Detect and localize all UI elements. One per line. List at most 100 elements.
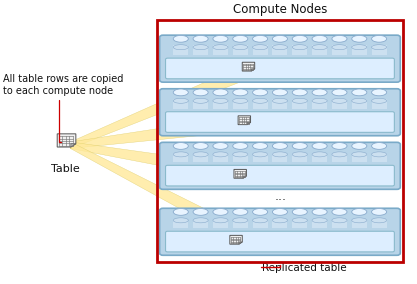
FancyBboxPatch shape (233, 45, 248, 55)
Polygon shape (57, 134, 76, 147)
FancyBboxPatch shape (292, 218, 307, 228)
Ellipse shape (332, 45, 347, 50)
Ellipse shape (352, 89, 367, 96)
Ellipse shape (312, 45, 327, 50)
FancyBboxPatch shape (352, 218, 367, 228)
Ellipse shape (193, 152, 208, 157)
Ellipse shape (253, 152, 268, 157)
Ellipse shape (213, 152, 228, 157)
Ellipse shape (173, 98, 188, 103)
Ellipse shape (312, 98, 327, 103)
FancyBboxPatch shape (166, 58, 394, 79)
Ellipse shape (272, 89, 287, 96)
Polygon shape (71, 144, 76, 147)
FancyBboxPatch shape (332, 153, 347, 162)
Ellipse shape (352, 208, 367, 215)
Ellipse shape (253, 98, 268, 103)
Ellipse shape (233, 36, 248, 42)
FancyBboxPatch shape (292, 153, 307, 162)
FancyBboxPatch shape (213, 99, 228, 109)
FancyBboxPatch shape (352, 99, 367, 109)
FancyBboxPatch shape (352, 45, 367, 55)
Ellipse shape (193, 208, 208, 215)
Ellipse shape (272, 98, 287, 103)
Ellipse shape (173, 218, 188, 223)
FancyBboxPatch shape (193, 153, 208, 162)
Text: Table: Table (51, 164, 80, 174)
FancyBboxPatch shape (372, 45, 387, 55)
FancyBboxPatch shape (173, 153, 188, 162)
Polygon shape (70, 142, 254, 250)
Ellipse shape (292, 218, 307, 223)
Ellipse shape (173, 89, 188, 96)
Ellipse shape (332, 218, 347, 223)
Ellipse shape (193, 98, 208, 103)
FancyBboxPatch shape (233, 99, 248, 109)
Ellipse shape (213, 208, 228, 215)
Ellipse shape (173, 143, 188, 149)
FancyBboxPatch shape (213, 45, 228, 55)
Ellipse shape (173, 152, 188, 157)
Ellipse shape (233, 152, 248, 157)
Polygon shape (230, 235, 242, 244)
FancyBboxPatch shape (372, 218, 387, 228)
Ellipse shape (193, 45, 208, 50)
Ellipse shape (253, 143, 268, 149)
Ellipse shape (292, 152, 307, 157)
Text: All table rows are copied
to each compute node: All table rows are copied to each comput… (3, 74, 124, 96)
Ellipse shape (213, 98, 228, 103)
Ellipse shape (253, 218, 268, 223)
FancyBboxPatch shape (233, 218, 248, 228)
FancyBboxPatch shape (332, 218, 347, 228)
Ellipse shape (233, 45, 248, 50)
Ellipse shape (352, 143, 367, 149)
Polygon shape (242, 62, 255, 71)
Ellipse shape (233, 208, 248, 215)
FancyBboxPatch shape (173, 218, 188, 228)
FancyBboxPatch shape (272, 99, 287, 109)
FancyBboxPatch shape (272, 153, 287, 162)
Ellipse shape (312, 218, 327, 223)
FancyBboxPatch shape (272, 218, 287, 228)
Ellipse shape (332, 208, 347, 215)
FancyBboxPatch shape (312, 99, 327, 109)
FancyBboxPatch shape (292, 45, 307, 55)
Ellipse shape (312, 143, 327, 149)
Ellipse shape (173, 36, 188, 42)
Ellipse shape (332, 152, 347, 157)
FancyBboxPatch shape (160, 89, 400, 136)
FancyBboxPatch shape (332, 45, 347, 55)
Ellipse shape (372, 152, 387, 157)
Ellipse shape (332, 89, 347, 96)
FancyBboxPatch shape (193, 218, 208, 228)
Ellipse shape (292, 98, 307, 103)
Ellipse shape (233, 98, 248, 103)
Ellipse shape (233, 218, 248, 223)
Polygon shape (251, 69, 255, 71)
Ellipse shape (233, 89, 248, 96)
FancyBboxPatch shape (332, 99, 347, 109)
Ellipse shape (312, 152, 327, 157)
FancyBboxPatch shape (312, 218, 327, 228)
Ellipse shape (352, 45, 367, 50)
Ellipse shape (253, 45, 268, 50)
Ellipse shape (272, 45, 287, 50)
FancyBboxPatch shape (253, 45, 268, 55)
Polygon shape (70, 142, 254, 184)
FancyBboxPatch shape (253, 153, 268, 162)
Ellipse shape (272, 143, 287, 149)
FancyBboxPatch shape (253, 218, 268, 228)
Ellipse shape (193, 89, 208, 96)
FancyBboxPatch shape (372, 153, 387, 162)
Ellipse shape (233, 143, 248, 149)
Ellipse shape (332, 143, 347, 149)
Ellipse shape (352, 36, 367, 42)
Ellipse shape (372, 208, 387, 215)
Text: ...: ... (275, 189, 287, 202)
Polygon shape (239, 242, 242, 244)
FancyBboxPatch shape (193, 45, 208, 55)
FancyBboxPatch shape (166, 112, 394, 132)
Ellipse shape (372, 89, 387, 96)
Ellipse shape (173, 45, 188, 50)
Ellipse shape (272, 152, 287, 157)
